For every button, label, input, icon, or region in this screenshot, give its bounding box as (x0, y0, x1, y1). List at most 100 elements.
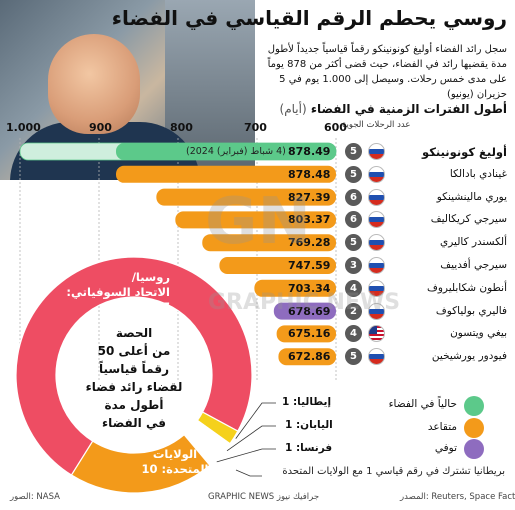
center-line-1: الحصة (115, 326, 153, 340)
axis-tick-600: 600 (324, 121, 347, 134)
donut-usa-segment (70, 433, 211, 494)
astronaut-name-1: غينادي بادالكا (449, 167, 507, 180)
italy-label: إيطاليا: 1 (282, 396, 332, 408)
face-shape (48, 34, 140, 134)
lead-paragraph: سجل رائد الفضاء أوليغ كونونينكو رقماً قي… (267, 44, 507, 100)
russia-flag-icon (368, 279, 385, 297)
missions-header: عدد الرحلات الجوية (342, 120, 411, 130)
bar-0 (115, 143, 337, 160)
center-line-6: في الفضاء (102, 416, 166, 430)
chart-subtitle: أطول الفترات الزمنية في الفضاء (أيام) (280, 102, 507, 116)
donut-russia-segment (15, 256, 253, 476)
uk-leader-line (235, 469, 262, 477)
usa-flag-icon (368, 325, 385, 343)
usa-label-line2: المتحدة: 10 (141, 462, 209, 476)
russia-label-line1: روسيا/ (131, 270, 170, 284)
russia-flag-icon (368, 165, 385, 183)
bar-value-4: 769.28 (288, 236, 331, 250)
legend-retired-label: متقاعد (427, 421, 457, 433)
leader-line-2 (216, 448, 276, 463)
watermark-text: GRAPHIC NEWS (208, 290, 401, 315)
mission-count-3: 6 (345, 211, 362, 229)
astronaut-name-5: سيرجي أفدييف (440, 259, 507, 271)
leader-lines (216, 402, 276, 477)
center-line-5: أطول مدة (104, 398, 164, 412)
russia-flag-icon (368, 348, 385, 366)
donut-russia-label: روسيا/ الاتحاد السوفياتي: 37 (52, 270, 170, 315)
subtitle-unit: (أيام) (279, 102, 307, 116)
bar-value-1: 878.48 (288, 167, 331, 181)
russia-flag-icon (368, 234, 385, 252)
russia-label-line2: الاتحاد السوفياتي: 37 (66, 285, 170, 314)
axis-tick-1000: 1.000 (6, 121, 41, 134)
bar-2 (156, 188, 336, 206)
legend-active-swatch (464, 396, 484, 416)
russia-flag-icon (368, 211, 385, 229)
bar-6 (254, 279, 336, 297)
legend-retired-swatch (464, 418, 484, 438)
axis-tick-800: 800 (170, 121, 193, 134)
projection-note: (4 شباط (فبراير) 2024) (186, 146, 286, 157)
footer-photo-credit: الصور: NASA (10, 492, 60, 502)
bar-value-5: 747.59 (288, 259, 331, 272)
usa-label-line1: الولايات (152, 447, 198, 461)
mission-count-2: 6 (345, 188, 362, 206)
axis-tick-700: 700 (244, 121, 267, 134)
center-line-2: من أعلى 50 (97, 344, 171, 358)
leader-line-0 (235, 402, 276, 439)
mission-count-9: 5 (345, 348, 362, 366)
russia-flag-icon (368, 257, 385, 274)
astronaut-name-8: بيغي ويتسون (450, 327, 507, 340)
bar-3 (175, 211, 336, 229)
france-label: فرنسا: 1 (285, 442, 333, 454)
astronaut-name-0: أوليغ كونونينكو (422, 145, 507, 159)
bar-4 (202, 234, 336, 252)
japan-label: اليابان: 1 (285, 419, 333, 431)
bar-value-6: 703.34 (288, 281, 331, 295)
legend-active-label: حالياً في الفضاء (388, 398, 457, 410)
bar-value-9: 672.86 (288, 350, 331, 364)
bar-value-0: 878.49 (288, 145, 331, 158)
mission-count-5: 3 (345, 257, 362, 274)
mission-count-7: 2 (345, 302, 362, 320)
russia-flag-icon (368, 302, 385, 320)
bar-7 (273, 302, 336, 320)
footer-credit: GRAPHIC NEWS جرافيك نيوز (208, 492, 320, 502)
mission-count-8: 4 (345, 325, 362, 343)
subtitle-text: أطول الفترات الزمنية في الفضاء (310, 102, 507, 116)
mission-count-1: 5 (345, 165, 362, 183)
bar-value-2: 827.39 (288, 190, 331, 204)
page-title: روسي يحطم الرقم القياسي في الفضاء (111, 6, 507, 30)
bar-8 (276, 325, 336, 343)
mission-count-4: 5 (345, 234, 362, 252)
center-line-4: لقضاء رائد فضاء (85, 380, 183, 394)
bar-1 (116, 165, 337, 183)
donut-group (15, 256, 253, 494)
watermark-logo: GN (205, 185, 312, 259)
bars-group (19, 142, 337, 366)
bar-value-7: 678.69 (288, 304, 331, 318)
axis-tick-900: 900 (89, 121, 112, 134)
bar-value-3: 803.37 (288, 213, 331, 227)
bar-5 (219, 257, 336, 274)
legend-deceased-label: توفي (434, 442, 457, 454)
russia-flag-icon (368, 143, 385, 160)
astronaut-name-7: فاليري بولياكوف (435, 304, 507, 317)
astronaut-name-9: فيودور يورشيخين (431, 350, 507, 363)
mission-count-6: 4 (345, 279, 362, 297)
bar-value-8: 675.16 (288, 327, 331, 341)
donut-usa-label: الولايات المتحدة: 10 (140, 447, 210, 477)
center-line-3: رقماً قياسياً (99, 362, 169, 376)
uk-note: بريطانيا تشترك في رقم قياسي 1 مع الولايا… (282, 466, 505, 477)
astronaut-name-3: سيرجي كريكاليف (430, 213, 507, 226)
donut-center-text: الحصة من أعلى 50 رقماً قياسياً لقضاء رائ… (78, 324, 190, 432)
astronaut-name-4: ألكسندر كاليري (440, 236, 507, 249)
legend-deceased-swatch (464, 439, 484, 459)
russia-flag-icon (368, 188, 385, 206)
astronaut-name-6: أنطون شكابليروف (426, 281, 507, 294)
bar-9 (278, 348, 336, 366)
leader-line-1 (226, 425, 276, 452)
footer-sources: المصدر: Reuters, Space Facts (400, 492, 515, 502)
